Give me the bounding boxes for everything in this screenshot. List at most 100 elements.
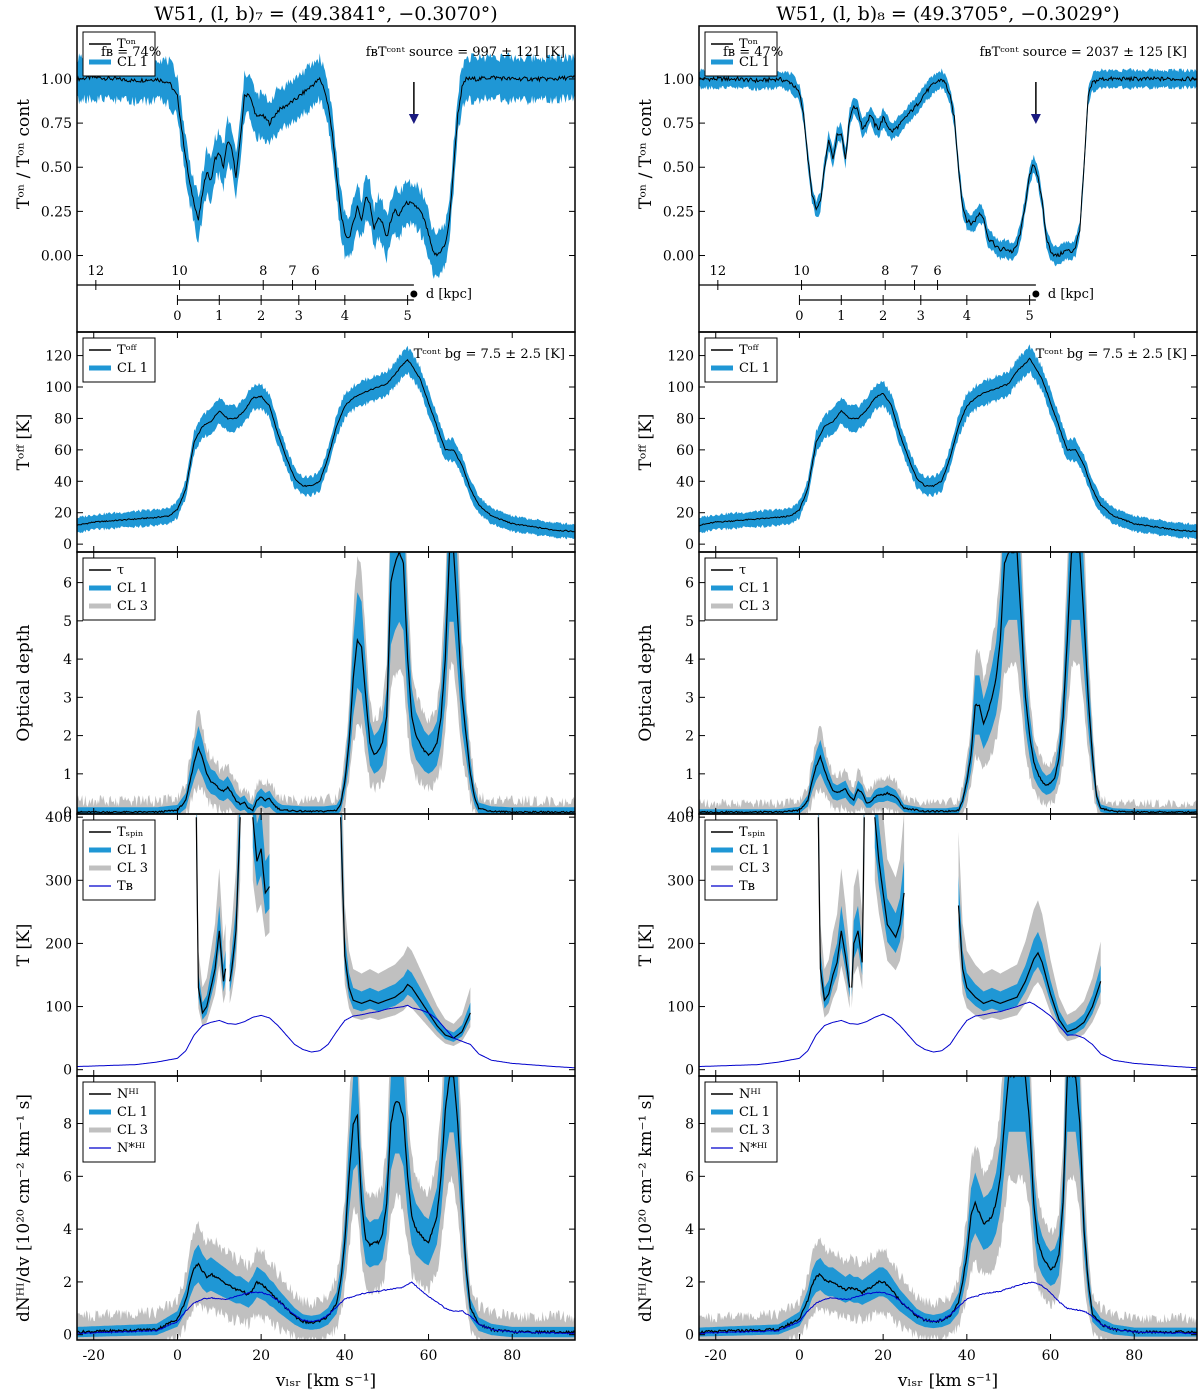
y-tick-label: 3 [685, 690, 694, 706]
distance-far-label: 10 [793, 264, 810, 279]
y-axis-label: T [K] [636, 924, 656, 967]
x-tick-label: -20 [704, 1348, 727, 1364]
legend-label: CL 3 [739, 599, 770, 614]
cl1-band [699, 1076, 1197, 1337]
cl3-band [77, 552, 575, 814]
tspin-line [229, 817, 241, 982]
x-tick-label: 40 [958, 1348, 976, 1364]
legend-box [704, 819, 778, 901]
legend-label: Nᴴᴵ [739, 1087, 761, 1102]
legend-label: Tₛₚᵢₙ [117, 825, 144, 840]
y-tick-label: 200 [45, 936, 72, 952]
y-tick-label: 1 [685, 767, 694, 783]
panel-left: W51, (l, b)₇ = (49.3841°, −0.3070°) [154, 3, 497, 25]
arrow-head-icon [1030, 114, 1041, 124]
y-tick-label: 2 [63, 729, 72, 745]
distance-far-label: 7 [288, 264, 296, 279]
y-tick-label: 0 [685, 1328, 694, 1344]
y-axis-label: Optical depth [636, 624, 656, 741]
y-tick-label: 100 [45, 380, 72, 396]
legend-label: CL 1 [117, 581, 148, 596]
y-tick-label: 6 [63, 576, 72, 592]
legend-label: CL 1 [117, 843, 148, 858]
y-tick-label: 0.25 [663, 204, 694, 220]
y-tick-label: 0 [63, 1063, 72, 1079]
legend-label: CL 1 [739, 1105, 770, 1120]
legend-label: Tʙ [739, 879, 755, 894]
x-tick-label: 60 [420, 1348, 438, 1364]
y-tick-label: 300 [667, 873, 694, 889]
x-tick-label: 0 [795, 1348, 804, 1364]
tspin-line [851, 817, 865, 988]
distance-axis-label: d [kpc] [426, 287, 472, 302]
y-tick-label: 0 [63, 1328, 72, 1344]
x-axis-label: vₗₛᵣ [km s⁻¹] [897, 1371, 998, 1391]
cl1-band [196, 814, 226, 1020]
legend-label: τ [117, 563, 124, 578]
y-tick-label: 60 [54, 443, 72, 459]
y-tick-label: 40 [54, 474, 72, 490]
y-tick-label: 80 [54, 411, 72, 427]
y-tick-label: 8 [685, 1117, 694, 1133]
distance-near-label: 5 [1025, 309, 1033, 324]
x-tick-label: 60 [1042, 1348, 1060, 1364]
y-tick-label: 200 [667, 936, 694, 952]
x-tick-label: 80 [503, 1348, 521, 1364]
y-axis-label: Tᵒⁿ / Tᵒⁿ cont [636, 99, 656, 209]
panel-title: W51, (l, b)₈ = (49.3705°, −0.3029°) [776, 3, 1119, 25]
legend-label: CL 3 [117, 1123, 148, 1138]
y-axis-label: dNᴴᴵ/dv [10²⁰ cm⁻² km⁻¹ s] [636, 1094, 656, 1322]
fb-annotation: fʙ = 74% [101, 45, 161, 60]
legend-label: CL 3 [739, 861, 770, 876]
tb-line [77, 1004, 575, 1069]
legend-box [82, 337, 156, 383]
legend-label: Tʙ [117, 879, 133, 894]
y-tick-label: 0.25 [41, 204, 72, 220]
y-tick-label: 40 [676, 474, 694, 490]
y-tick-label: 4 [63, 1222, 72, 1238]
ton-line [77, 74, 575, 257]
distance-far-label: 8 [881, 264, 889, 279]
tangent-point-marker [410, 290, 418, 298]
cl1-band [340, 814, 471, 1042]
fb-annotation: fʙ = 47% [723, 45, 783, 60]
legend-label: Tₛₚᵢₙ [739, 825, 766, 840]
legend-label: CL 1 [117, 55, 148, 70]
source-temperature-annotation: fʙTᶜᵒⁿᵗ source = 2037 ± 125 [K] [979, 45, 1187, 60]
y-tick-label: 400 [45, 810, 72, 826]
y-tick-label: 0.75 [41, 116, 72, 132]
tspin-line [817, 817, 851, 1002]
y-tick-label: 400 [667, 810, 694, 826]
legend-box [82, 1081, 156, 1163]
x-tick-label: 0 [173, 1348, 182, 1364]
legend-label: CL 1 [739, 361, 770, 376]
series-group [77, 552, 575, 814]
y-tick-label: 0 [685, 805, 694, 821]
series-group [699, 68, 1197, 267]
y-tick-label: 0 [685, 1063, 694, 1079]
x-tick-label: 20 [252, 1348, 270, 1364]
distance-near-label: 0 [795, 309, 803, 324]
y-axis-label: Tᵒᶠᶠ [K] [14, 414, 34, 471]
cl1-band [699, 552, 1197, 814]
source-temperature-annotation: fʙTᶜᵒⁿᵗ source = 997 ± 121 [K] [366, 45, 565, 60]
distance-far-label: 6 [933, 264, 941, 279]
y-tick-label: 1 [63, 767, 72, 783]
y-tick-label: 120 [667, 349, 694, 365]
background-temperature-annotation: Tᶜᵒⁿᵗ bg = 7.5 ± 2.5 [K] [1036, 347, 1187, 362]
legend-label: CL 3 [739, 1123, 770, 1138]
cl3-band [818, 814, 850, 1018]
cl1-band [699, 344, 1197, 540]
tspin-line [195, 817, 227, 1015]
legend-label: CL 1 [739, 55, 770, 70]
distance-near-label: 5 [403, 309, 411, 324]
y-tick-label: 60 [676, 443, 694, 459]
distance-near-label: 4 [341, 309, 349, 324]
y-tick-label: 20 [54, 506, 72, 522]
cl1-band [874, 814, 905, 953]
cl1-band [77, 552, 575, 814]
nhi-star-line [77, 1281, 575, 1335]
legend-label: CL 1 [739, 581, 770, 596]
y-tick-label: 0.00 [41, 249, 72, 265]
y-tick-label: 3 [63, 690, 72, 706]
